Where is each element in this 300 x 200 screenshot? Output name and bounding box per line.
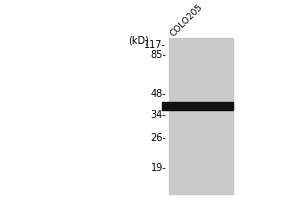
Text: 34-: 34- [151, 110, 166, 120]
Text: 26-: 26- [151, 133, 166, 143]
Text: 19-: 19- [151, 163, 166, 173]
Bar [169, 38, 233, 194]
Text: 85-: 85- [151, 50, 166, 60]
Text: COLO205: COLO205 [169, 2, 205, 38]
Text: 117-: 117- [144, 40, 166, 50]
Text: (kD): (kD) [128, 35, 148, 45]
Bar [162, 102, 233, 110]
Text: 48-: 48- [151, 89, 166, 99]
